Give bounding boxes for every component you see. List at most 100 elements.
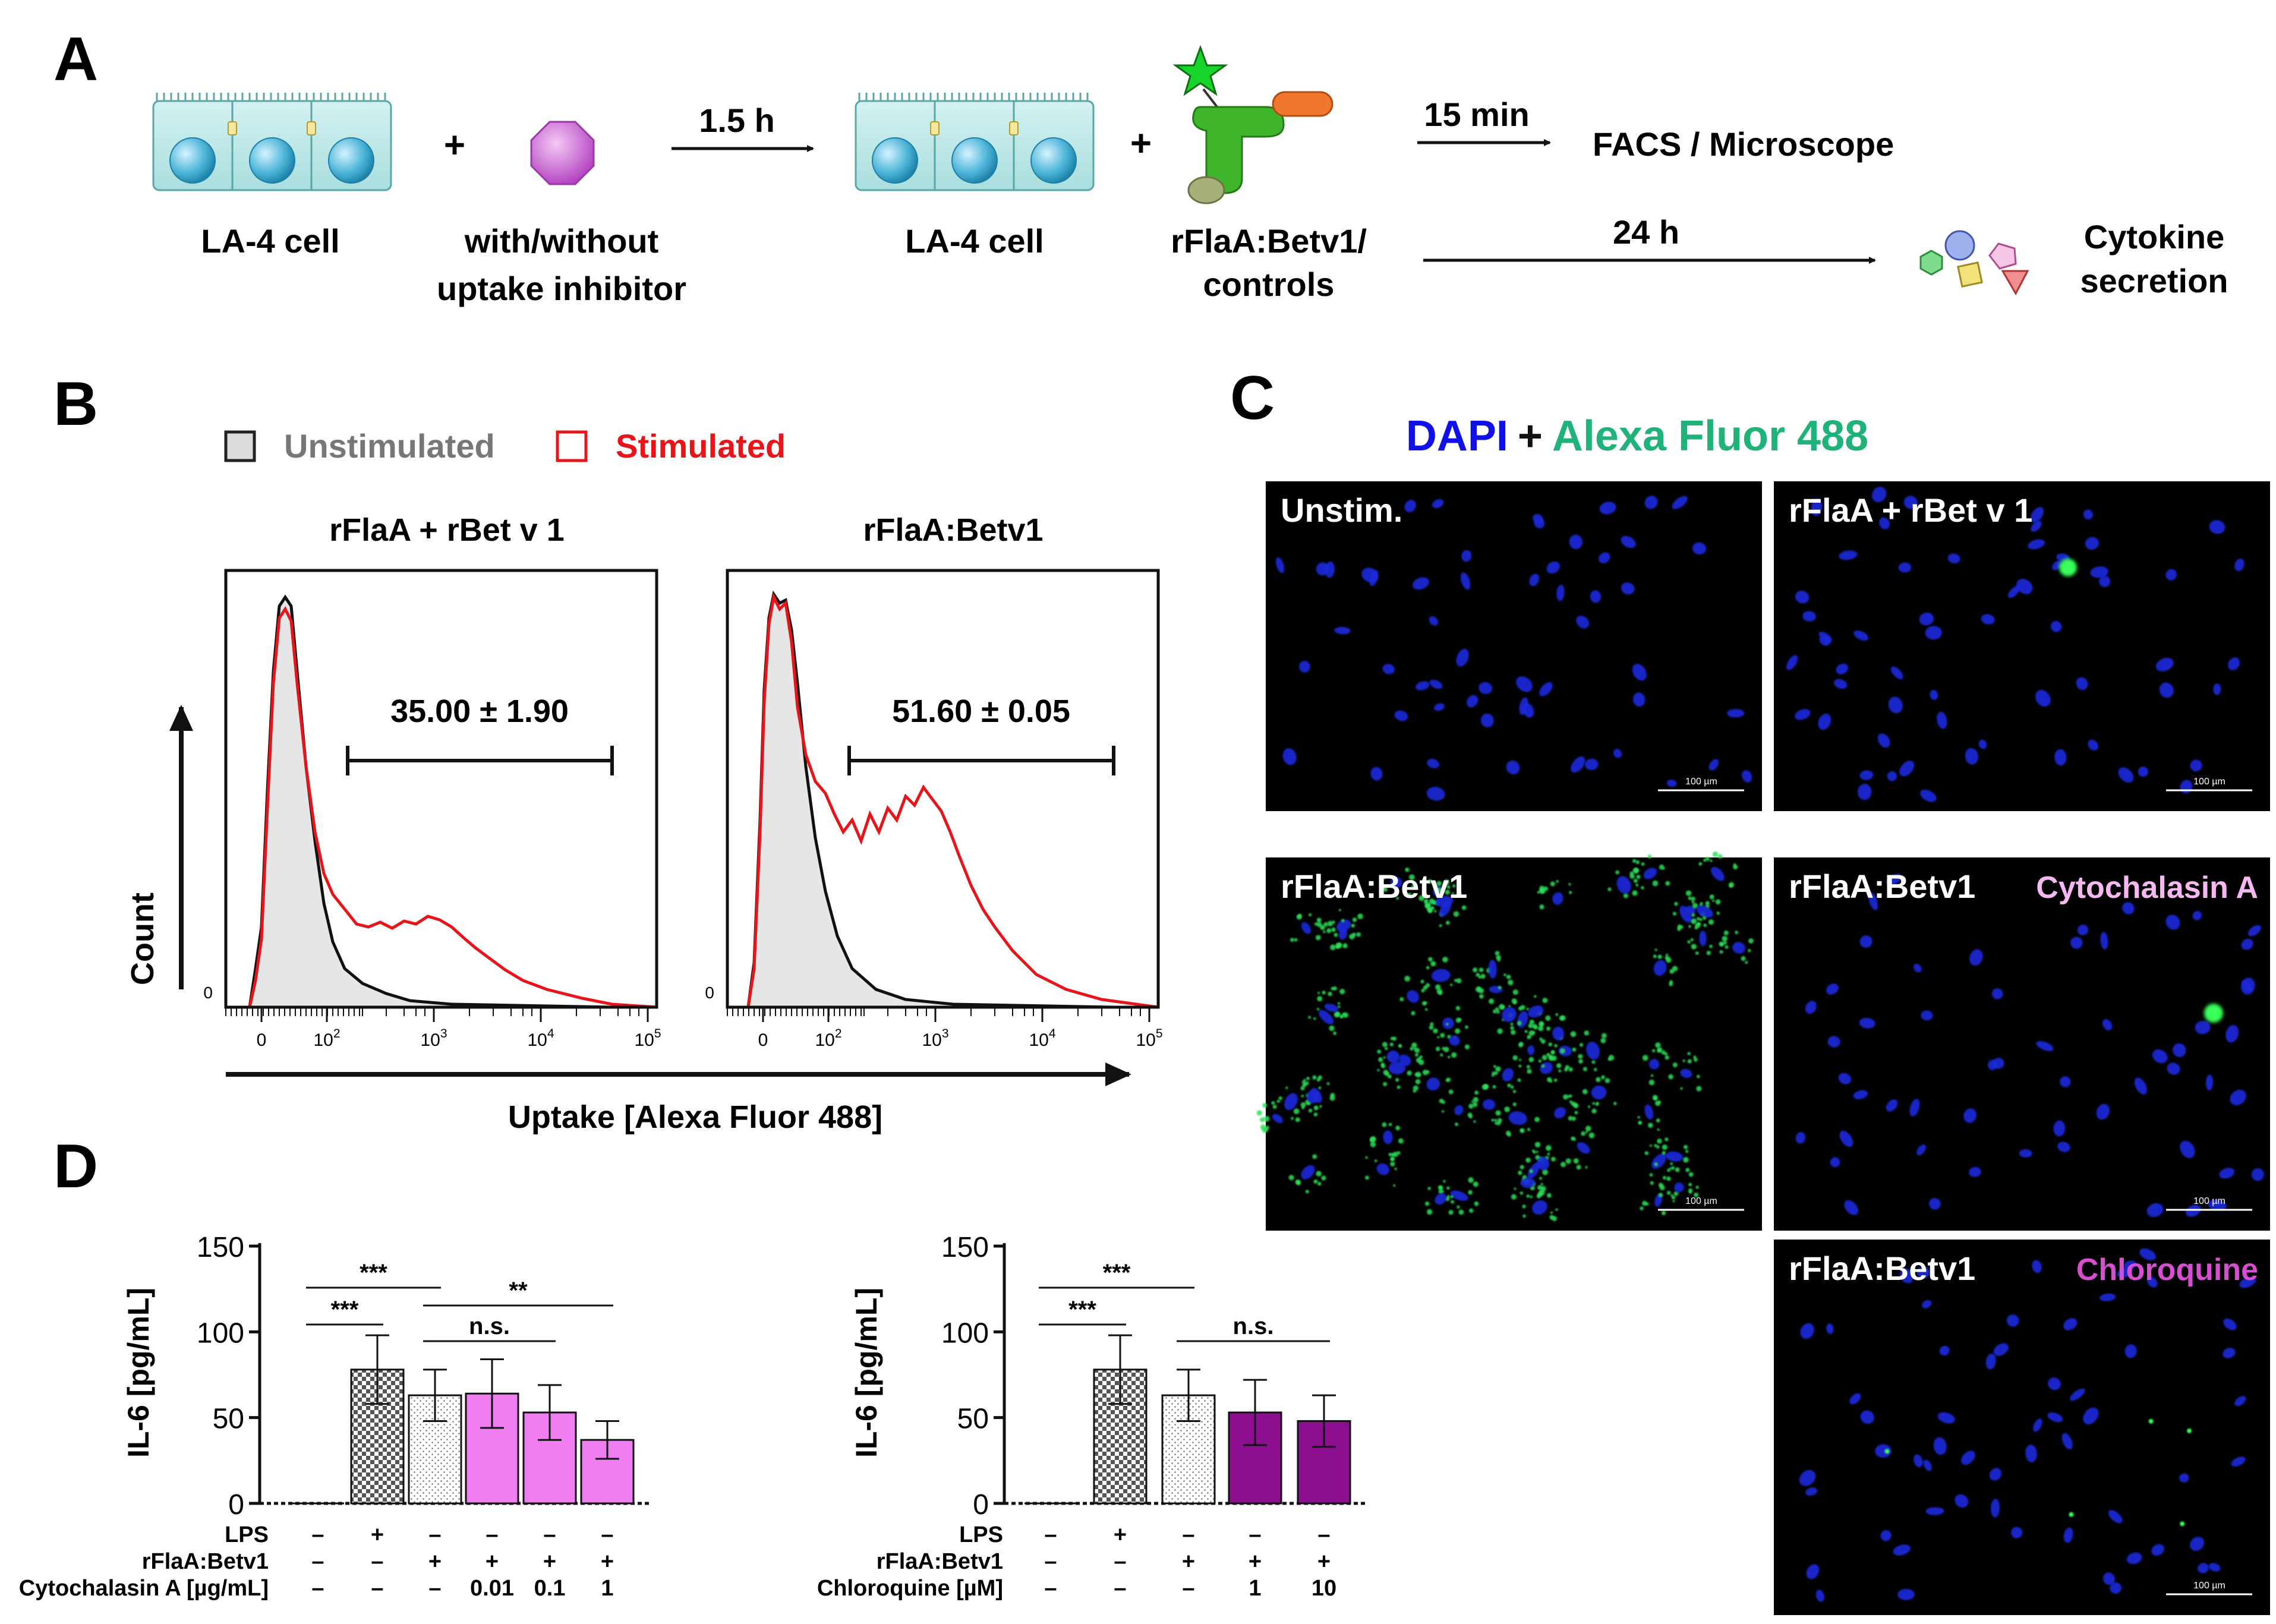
histogram-stimulated-2: [727, 592, 1159, 1009]
dapi-nucleus: [1965, 748, 1979, 765]
micrograph-treatment-label: Chloroquine: [2076, 1253, 2258, 1287]
histogram-plot-1: 35.00 ± 1.90 0 102 103 104 105 0: [203, 569, 661, 1050]
dapi-nucleus: [1456, 648, 1469, 667]
x-tick-label: 104: [527, 1027, 554, 1050]
dapi-nucleus: [1324, 1004, 1339, 1012]
epithelial-cells-illustration-1: [152, 93, 392, 191]
dapi-nucleus: [1922, 1300, 1932, 1308]
green-uptake-cluster: [1640, 1181, 1679, 1216]
dapi-nucleus: [1925, 1507, 1944, 1515]
dapi-nucleus: [1871, 487, 1887, 503]
microscopy-header: DAPI + Alexa Fluor 488: [1406, 412, 1868, 460]
dapi-nucleus: [1939, 1345, 1950, 1356]
dapi-nucleus: [2036, 1040, 2054, 1051]
dapi-nucleus: [2180, 1140, 2195, 1159]
dapi-nucleus: [1586, 1042, 1600, 1060]
dapi-nucleus: [1923, 1459, 1932, 1471]
green-uptake-cluster: [1668, 1052, 1702, 1092]
green-uptake-cluster: [1522, 1191, 1558, 1222]
green-uptake-cluster: [1527, 1054, 1562, 1083]
green-uptake-cluster: [1380, 867, 1416, 900]
green-uptake-cluster: [1300, 1078, 1322, 1117]
dapi-nucleus: [2099, 1293, 2116, 1301]
treatment-row-label: LPS: [225, 1522, 269, 1547]
dapi-nucleus: [1537, 1156, 1550, 1171]
dapi-nucleus: [1818, 713, 1831, 730]
treatment-cell: +: [1249, 1549, 1262, 1574]
green-uptake-cluster: [1290, 913, 1325, 942]
green-uptake-cluster: [1424, 1180, 1455, 1215]
dapi-nucleus: [1479, 682, 1493, 695]
dapi-nucleus: [2234, 558, 2245, 572]
dapi-nucleus: [1839, 550, 1858, 560]
green-uptake-cluster: [1632, 854, 1670, 887]
dapi-nucleus: [1868, 892, 1878, 910]
dapi-nucleus: [2110, 1582, 2122, 1594]
dapi-nucleus: [1886, 1099, 1898, 1112]
dapi-nucleus: [2077, 924, 2089, 935]
dapi-nucleus: [1386, 1050, 1400, 1063]
dapi-nucleus: [1644, 1104, 1654, 1120]
dapi-nucleus: [1672, 496, 1688, 509]
dapi-nucleus: [1632, 663, 1647, 681]
dapi-nucleus: [2241, 938, 2253, 950]
dapi-nucleus: [1985, 1353, 1996, 1370]
dapi-nucleus: [2208, 1563, 2221, 1572]
dapi-nucleus: [1388, 1061, 1406, 1075]
dapi-nucleus: [2048, 1377, 2061, 1390]
dapi-nucleus: [1991, 988, 2003, 999]
treatment-cell: –: [371, 1549, 383, 1574]
significance-label: n.s.: [1233, 1313, 1274, 1339]
dapi-nucleus: [1826, 1323, 1834, 1334]
x-tick-label: 0: [257, 1030, 267, 1050]
green-uptake-cluster: [1565, 1125, 1595, 1170]
green-uptake-cluster: [1369, 1122, 1404, 1156]
dapi-nucleus: [1727, 709, 1745, 718]
dapi-nucleus: [2198, 1563, 2209, 1573]
uptake-axis-label: Uptake [Alexa Fluor 488]: [508, 1099, 882, 1135]
dapi-nucleus: [1819, 635, 1831, 646]
legend-unstimulated-label: Unstimulated: [284, 427, 495, 465]
dapi-nucleus: [1928, 1198, 1941, 1210]
green-uptake-cluster: [1672, 896, 1707, 931]
treatment-cell: 1: [1249, 1576, 1261, 1601]
dapi-nucleus: [1653, 960, 1667, 976]
treatment-cell: –: [486, 1522, 498, 1547]
header-dapi: DAPI: [1406, 412, 1508, 460]
dapi-nucleus: [2159, 682, 2174, 698]
dapi-nucleus: [1893, 1544, 1911, 1556]
dapi-nucleus: [1920, 789, 1937, 802]
green-uptake-cluster: [1364, 1151, 1399, 1187]
dapi-nucleus: [1429, 616, 1439, 626]
dapi-nucleus: [1815, 1590, 1825, 1602]
dapi-nucleus: [1898, 562, 1912, 573]
dapi-nucleus: [2239, 1276, 2256, 1288]
error-bar: [1243, 1379, 1267, 1446]
dapi-nucleus: [1802, 611, 1816, 622]
treatment-cell: +: [371, 1522, 384, 1547]
green-uptake-cluster: [1313, 986, 1349, 1020]
dapi-nucleus: [2234, 1396, 2246, 1407]
dapi-nucleus: [1838, 1073, 1852, 1084]
green-uptake-cluster: [1377, 1036, 1414, 1067]
dapi-nucleus: [2230, 1089, 2246, 1106]
significance-label: n.s.: [469, 1313, 510, 1339]
treatment-row-label: LPS: [959, 1522, 1003, 1547]
dapi-nucleus: [1616, 876, 1631, 894]
dapi-nucleus: [1552, 892, 1563, 905]
green-uptake-cluster: [1658, 1167, 1699, 1200]
dapi-nucleus: [1383, 1130, 1393, 1144]
dapi-nucleus: [1786, 655, 1798, 670]
dapi-nucleus: [1853, 630, 1869, 641]
dapi-nucleus: [1598, 552, 1610, 564]
dapi-nucleus: [2061, 1433, 2073, 1450]
y-zero-label-2: 0: [705, 983, 714, 1002]
dapi-nucleus: [2134, 1077, 2148, 1095]
dapi-nucleus: [2076, 677, 2088, 690]
scale-bar-label: 100 µm: [1685, 777, 1717, 787]
treatment-cell: 1: [601, 1576, 613, 1601]
dapi-nucleus: [1800, 1323, 1814, 1339]
dapi-nucleus: [1674, 1182, 1684, 1193]
treatment-cell: –: [1044, 1549, 1057, 1574]
dapi-nucleus: [2190, 1537, 2205, 1552]
